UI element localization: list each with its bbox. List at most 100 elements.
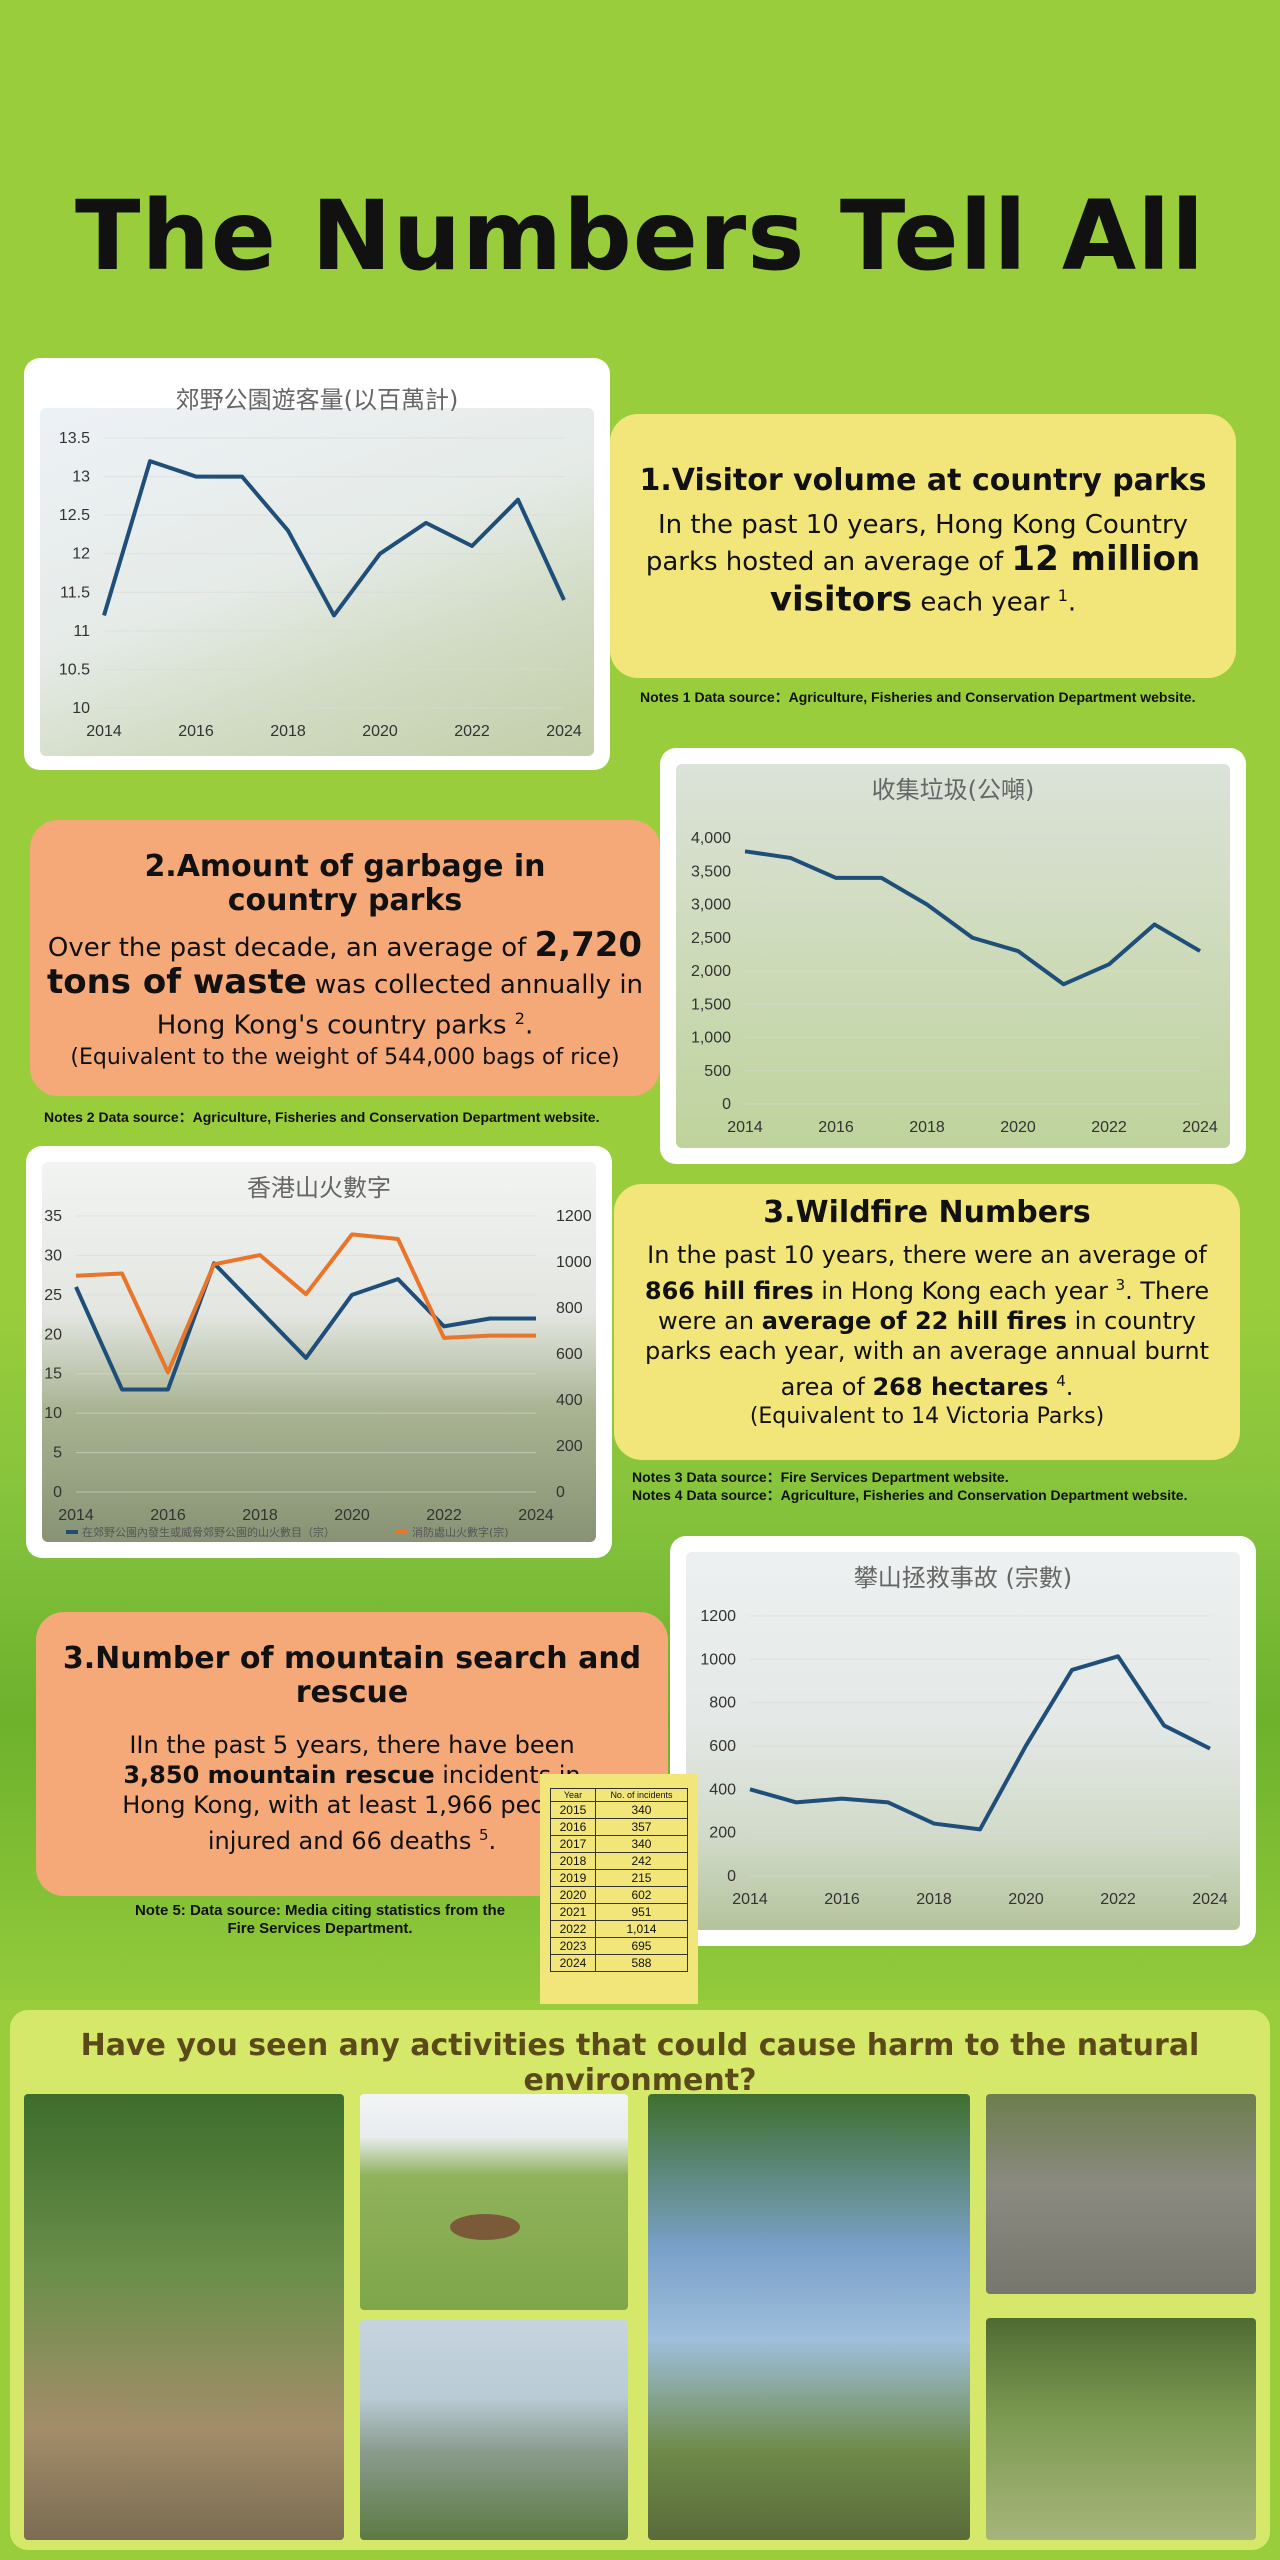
y-tick-label: 11 — [73, 623, 90, 640]
y-tick-label: 0 — [722, 1096, 731, 1113]
x-tick-label: 2018 — [909, 1119, 945, 1136]
y-tick-label: 10 — [44, 1405, 62, 1422]
y2-tick-label: 400 — [556, 1392, 583, 1409]
wildfire-equivalent: (Equivalent to 14 Victoria Parks) — [749, 1404, 1105, 1429]
series-line-1 — [75, 1232, 536, 1375]
x-tick-label: 2020 — [1000, 1119, 1036, 1136]
x-tick-label: 2016 — [178, 723, 214, 740]
y-tick-label: 800 — [709, 1695, 736, 1712]
garbage-text: Over the past decade, an average of 2,72… — [46, 925, 644, 1041]
table-row: 2016 357 — [550, 1818, 689, 1836]
rescue-text: IIn the past 5 years, there have been 3,… — [122, 1731, 582, 1855]
y-tick-label: 400 — [709, 1781, 736, 1798]
graffiti-rock-photo — [986, 2094, 1256, 2294]
garbage-heading: 2.Amount of garbage in country parks — [144, 849, 546, 918]
y2-tick-label: 1200 — [556, 1208, 592, 1225]
y-tick-label: 200 — [709, 1825, 736, 1842]
y-tick-label: 3,500 — [691, 863, 731, 880]
table-row: 2023 695 — [550, 1937, 689, 1955]
table-row: 2019 215 — [550, 1869, 689, 1887]
wildfire-note-4: Notes 4 Data source：Agriculture, Fisheri… — [632, 1487, 1188, 1503]
table-cell: 2017 — [550, 1835, 596, 1853]
chart-title: 攀山拯救事故 (宗數) — [854, 1564, 1072, 1592]
rescue-table-card: Year No. of incidents 2015 340 2016 357 2017 3… — [540, 1774, 698, 2004]
wildfire-heading: 3.Wildfire Numbers — [763, 1195, 1091, 1230]
y2-tick-label: 800 — [556, 1300, 583, 1317]
tree-climbing-photo — [648, 2094, 970, 2540]
y2-tick-label: 0 — [556, 1484, 565, 1501]
table-header-0: Year — [550, 1788, 596, 1802]
garbage-note: Notes 2 Data source：Agriculture, Fisheri… — [44, 1109, 600, 1125]
y-tick-label: 25 — [44, 1287, 62, 1304]
garbage-info-box: 2.Amount of garbage in country parks Ove… — [30, 820, 660, 1096]
y-tick-label: 0 — [727, 1868, 736, 1885]
chart-title: 郊野公園遊客量(以百萬計) — [176, 386, 459, 414]
x-tick-label: 2014 — [727, 1119, 763, 1136]
table-cell: 2023 — [550, 1937, 596, 1955]
garbage-chart: 收集垃圾(公噸) 0 500 1,000 1,500 2,000 2,500 3,000 3,5… — [691, 776, 1218, 1136]
x-tick-label: 2022 — [1091, 1119, 1127, 1136]
table-cell: 2021 — [550, 1903, 596, 1921]
table-cell: 951 — [594, 1903, 689, 1921]
x-tick-label: 2022 — [426, 1507, 462, 1524]
table-cell: 2018 — [550, 1852, 596, 1870]
y-tick-label: 11.5 — [60, 584, 90, 601]
visitor-chart-card: 郊野公園遊客量(以百萬計) 10 10.5 11 11.5 12 12.5 13 13.5 201… — [24, 358, 610, 770]
y-tick-label: 1000 — [700, 1651, 736, 1668]
table-cell: 340 — [594, 1835, 689, 1853]
legend-label-0: 在郊野公園內發生或威脅郊野公園的山火數目（宗） — [82, 1525, 335, 1539]
gallery-question: Have you seen any activities that could … — [80, 2028, 1200, 2098]
table-cell: 242 — [594, 1852, 689, 1870]
rescue-chart-card: 攀山拯救事故 (宗數) 0 200 400 600 800 1000 1200 2014 2016… — [670, 1536, 1256, 1946]
wildfire-text: In the past 10 years, there were an aver… — [644, 1241, 1210, 1401]
y-tick-label: 2,500 — [691, 930, 731, 947]
y-tick-label: 5 — [53, 1445, 62, 1462]
y-tick-label: 12 — [72, 546, 90, 563]
x-tick-label: 2024 — [1192, 1891, 1228, 1908]
x-tick-label: 2020 — [334, 1507, 370, 1524]
crowd-trail-photo — [360, 2320, 628, 2540]
legend-swatch-1 — [396, 1530, 408, 1534]
table-cell: 2016 — [550, 1818, 596, 1836]
series-line-0 — [102, 459, 566, 618]
y-tick-label: 12.5 — [59, 507, 90, 524]
page-title: The Numbers Tell All — [75, 180, 1205, 292]
visitor-note: Notes 1 Data source：Agriculture, Fisheri… — [640, 689, 1196, 705]
x-tick-label: 2020 — [362, 723, 398, 740]
y-tick-label: 15 — [44, 1366, 62, 1383]
table-cell: 602 — [594, 1886, 689, 1904]
helicopter-photo — [686, 1552, 1240, 1930]
wildfire-note-3: Notes 3 Data source：Fire Services Depart… — [632, 1469, 1009, 1485]
hill-fire-photo — [42, 1162, 596, 1542]
x-tick-label: 2016 — [150, 1507, 186, 1524]
y-tick-label: 13 — [72, 469, 90, 486]
table-row: 2020 602 — [550, 1886, 689, 1904]
x-tick-label: 2018 — [916, 1891, 952, 1908]
y2-tick-label: 200 — [556, 1438, 583, 1455]
grassland-hole-photo — [360, 2094, 628, 2310]
x-tick-label: 2014 — [58, 1507, 94, 1524]
visitor-heading: 1.Visitor volume at country parks — [639, 463, 1207, 498]
table-row: 2022 1,014 — [550, 1920, 689, 1938]
table-cell: 2020 — [550, 1886, 596, 1904]
y-tick-label: 500 — [704, 1063, 731, 1080]
table-row: 2024 588 — [550, 1954, 689, 1972]
mountain-rescue-chart: 攀山拯救事故 (宗數) 0 200 400 600 800 1000 1200 2014 2016… — [700, 1564, 1228, 1908]
visitor-volume-chart: 郊野公園遊客量(以百萬計) 10 10.5 11 11.5 12 12.5 13 13.5 201… — [59, 386, 582, 740]
chart-title: 收集垃圾(公噸) — [872, 776, 1035, 804]
table-cell: 588 — [594, 1954, 689, 1972]
y-tick-label: 13.5 — [59, 430, 90, 447]
series-line-0 — [744, 849, 1202, 987]
wildfire-chart-card: 香港山火數字 0 5 10 15 20 25 30 35 0 200 400 600 800 1000 120… — [26, 1146, 612, 1558]
y-tick-label: 1200 — [700, 1608, 736, 1625]
legend-swatch-0 — [66, 1530, 78, 1534]
series-line-0 — [74, 1261, 536, 1392]
x-tick-label: 2024 — [546, 723, 582, 740]
table-cell: 357 — [594, 1818, 689, 1836]
table-cell: 340 — [594, 1801, 689, 1819]
y-tick-label: 10.5 — [59, 661, 90, 678]
x-tick-label: 2018 — [270, 723, 306, 740]
y-tick-label: 30 — [44, 1247, 62, 1264]
table-row: 2015 340 — [550, 1801, 689, 1819]
table-cell: 2019 — [550, 1869, 596, 1887]
